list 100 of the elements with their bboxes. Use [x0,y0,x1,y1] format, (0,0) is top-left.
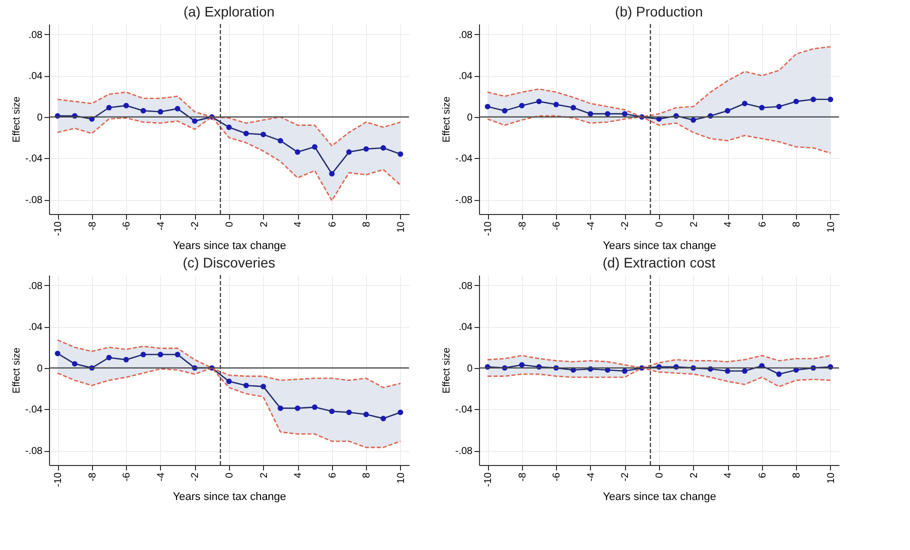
point [346,149,352,155]
chart-title: (c) Discoveries [182,254,276,270]
point [553,102,559,108]
x-tick-label: 4 [723,472,734,478]
point [759,104,765,110]
y-tick-label: -.08 [25,446,43,458]
x-tick-label: 10 [826,221,837,233]
point [243,130,249,136]
x-tick-label: 6 [757,221,768,228]
point [742,368,748,374]
point [363,146,369,152]
point [158,352,164,358]
point [380,416,386,422]
x-tick-label: 0 [224,221,236,228]
point [724,108,730,114]
x-tick-label: 2 [258,472,270,478]
point [226,124,232,130]
y-tick-label: .04 [458,322,473,334]
x-tick-label: 6 [757,472,768,478]
y-tick-label: -.04 [25,404,43,416]
x-axis-title: Years since tax change [602,490,716,503]
x-axis-title: Years since tax change [172,240,286,252]
point [192,118,198,124]
point [294,149,300,155]
x-tick-label: 2 [688,221,700,228]
point [622,111,628,117]
point [570,104,576,110]
x-tick-label: -10 [53,221,64,236]
x-axis-title: Years since tax change [172,490,286,503]
x-tick-label: -4 [156,221,167,230]
y-tick-label: 0 [466,112,473,124]
point [690,117,696,123]
point [810,96,816,102]
x-tick-label: 2 [688,472,700,478]
x-tick-label: 4 [293,472,304,478]
point [158,109,164,115]
x-tick-label: -4 [586,221,597,230]
point [260,384,266,390]
chart-title: (a) Exploration [183,3,275,20]
point [622,368,628,374]
x-tick-label: -8 [87,221,98,230]
x-tick-label: -2 [190,221,202,230]
point [123,102,129,108]
y-tick-label: .08 [28,280,43,292]
y-tick-label: .08 [458,30,473,41]
point [174,106,180,112]
point [742,100,748,106]
point [106,104,112,110]
x-tick-label: -2 [190,472,202,482]
y-axis-title: Effect size [441,347,452,394]
point [226,378,232,384]
point [724,368,730,374]
point [329,408,335,414]
point [312,144,318,150]
point [140,108,146,114]
chart-title: (b) Production [615,3,703,20]
x-tick-label: 6 [327,221,338,228]
point [123,356,129,362]
point [260,132,266,138]
y-tick-label: .04 [458,71,473,82]
point [484,104,490,110]
point [72,361,78,367]
x-tick-label: -10 [483,472,494,487]
x-tick-label: -2 [620,221,632,230]
y-tick-label: -.04 [455,154,473,165]
x-tick-label: -10 [483,221,494,236]
y-tick-label: -.04 [455,404,473,416]
y-tick-label: .04 [28,322,43,334]
x-tick-label: 10 [396,221,407,233]
y-tick-label: .08 [28,30,43,41]
x-tick-label: -8 [517,472,528,482]
point [329,170,335,176]
point [243,382,249,388]
y-tick-label: 0 [466,363,473,374]
y-tick-label: 0 [36,112,43,124]
point [398,151,404,157]
point [502,108,508,114]
point [536,98,542,104]
point [174,352,180,358]
x-tick-label: -6 [122,221,133,230]
y-tick-label: .08 [458,280,473,292]
point [776,104,782,110]
chart-title: (d) Extraction cost [602,254,716,270]
point [278,405,284,411]
x-tick-label: 4 [293,221,304,228]
point [588,111,594,117]
x-tick-label: 4 [723,221,734,228]
point [604,111,610,117]
point [380,145,386,151]
y-axis-title: Effect size [11,347,22,394]
point [54,350,60,356]
point [828,96,834,102]
x-tick-label: 8 [792,221,803,228]
point [140,352,146,358]
point [363,412,369,418]
x-tick-label: 6 [327,472,338,478]
y-tick-label: .04 [28,71,43,82]
x-tick-label: -6 [552,221,563,230]
point [398,410,404,416]
x-tick-label: 2 [258,221,270,228]
